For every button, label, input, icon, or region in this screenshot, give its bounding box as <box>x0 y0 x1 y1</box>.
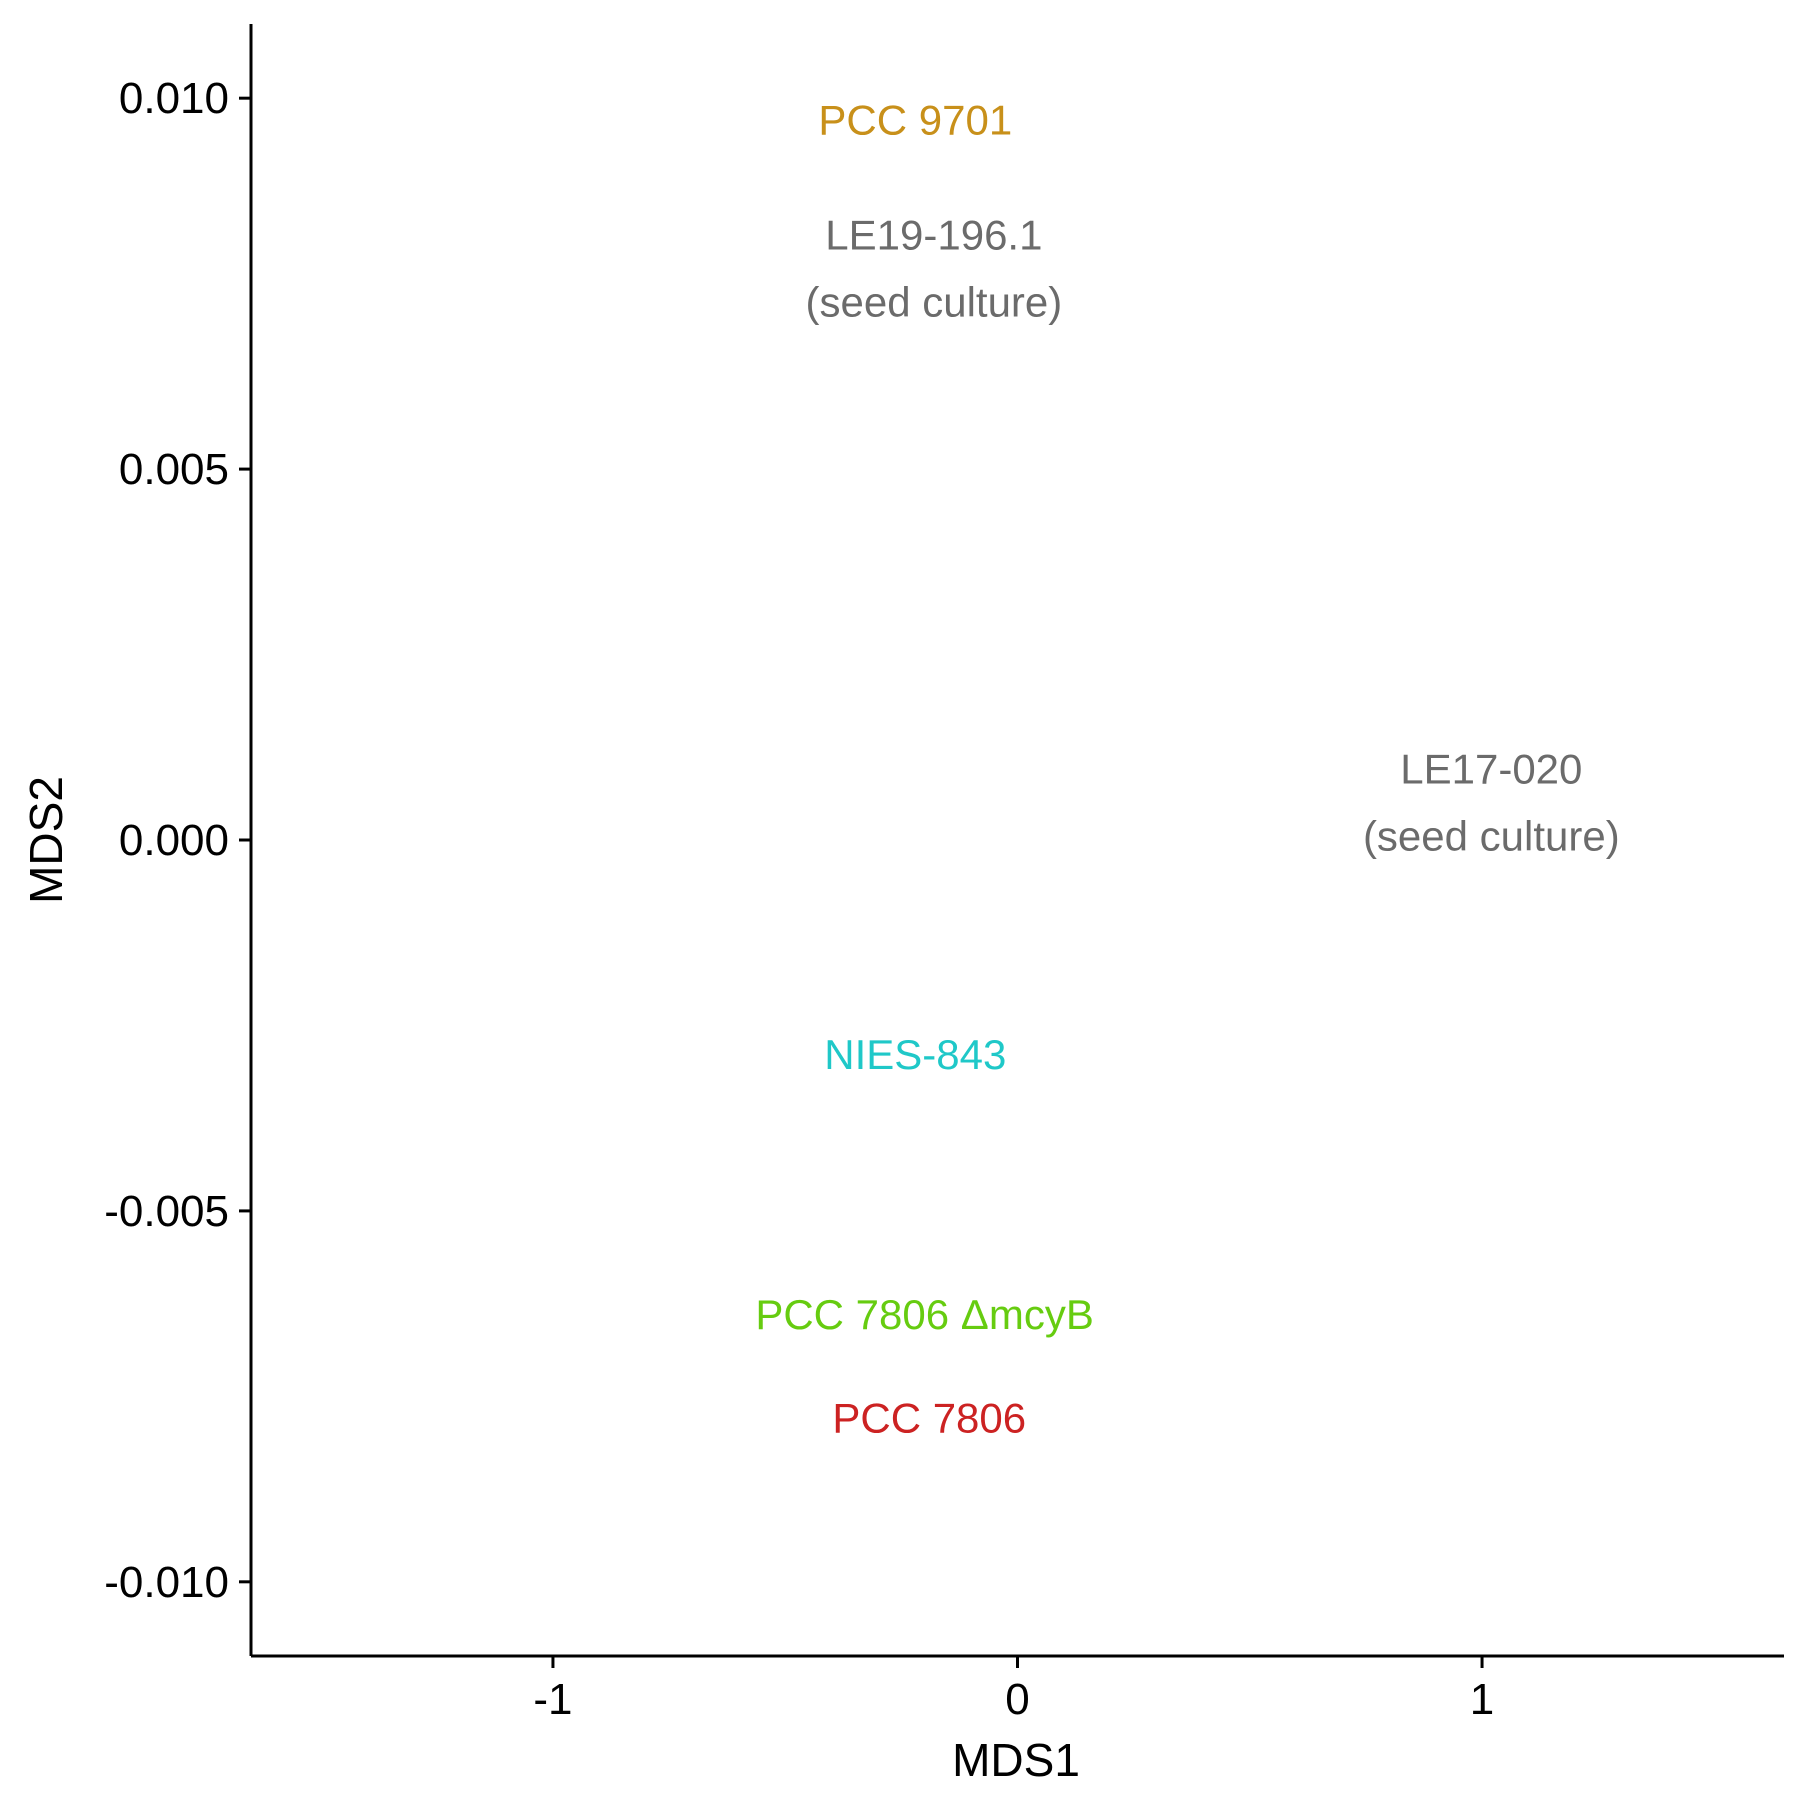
x-tick-label: 1 <box>1470 1675 1494 1724</box>
point-label-line: LE17-020 <box>1400 745 1582 792</box>
y-axis-title: MDS2 <box>20 776 72 904</box>
point-label: PCC 9701 <box>818 96 1012 143</box>
x-axis-title: MDS1 <box>952 1734 1080 1786</box>
y-tick-label: -0.010 <box>104 1558 229 1607</box>
x-tick-label: 0 <box>1005 1675 1029 1724</box>
point-label-line: NIES-843 <box>824 1031 1006 1078</box>
point-label: LE17-020 (seed culture) <box>1363 745 1620 859</box>
point-label: PCC 7806 <box>832 1395 1026 1442</box>
point-label-line: PCC 9701 <box>818 96 1012 143</box>
point-label-line: LE19-196.1 <box>825 211 1042 258</box>
point-label-line: PCC 7806 <box>832 1395 1026 1442</box>
y-tick-label: 0.005 <box>119 445 229 494</box>
x-axis-ticks: -1 0 1 <box>533 1656 1494 1724</box>
point-label-line: (seed culture) <box>805 278 1062 325</box>
point-label: PCC 7806 ΔmcyB <box>755 1291 1094 1338</box>
x-tick-label: -1 <box>533 1675 572 1724</box>
point-label-line: PCC 7806 ΔmcyB <box>755 1291 1094 1338</box>
y-axis-ticks: 0.010 0.005 0.000 -0.005 -0.010 <box>104 74 251 1607</box>
y-tick-label: 0.000 <box>119 816 229 865</box>
point-label: NIES-843 <box>824 1031 1006 1078</box>
y-tick-label: 0.010 <box>119 74 229 123</box>
y-tick-label: -0.005 <box>104 1187 229 1236</box>
point-label: LE19-196.1 (seed culture) <box>805 211 1062 325</box>
point-label-line: (seed culture) <box>1363 812 1620 859</box>
